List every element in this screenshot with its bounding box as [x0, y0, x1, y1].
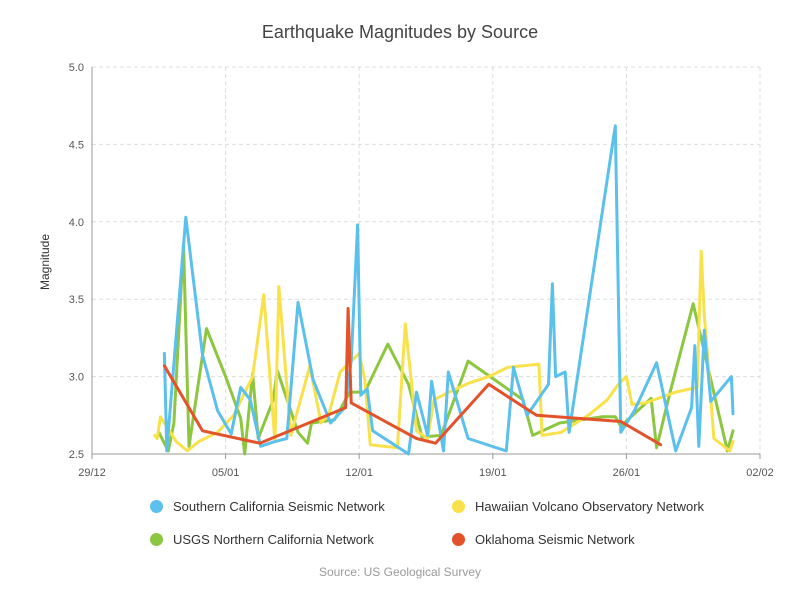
legend-label-hawaiian-volcano: Hawaiian Volcano Observatory Network: [475, 498, 705, 514]
legend-swatch-southern-california: [150, 499, 163, 513]
legend-label-usgs-northern-california: USGS Northern California Network: [173, 531, 374, 547]
y-tick-label: 4.5: [69, 139, 84, 151]
y-tick-label: 3.5: [69, 294, 84, 306]
x-tick-label: 12/01: [345, 467, 373, 479]
chart-title: Earthquake Magnitudes by Source: [262, 22, 538, 42]
legend-item-southern-california[interactable]: Southern California Seismic Network: [150, 494, 452, 518]
series-line-southern-california-seismic-network[interactable]: [162, 124, 735, 456]
x-tick-label: 26/01: [613, 467, 641, 479]
y-tick-label: 4.0: [69, 217, 84, 229]
y-axis-label: Magnitude: [38, 234, 52, 290]
x-tick-label: 19/01: [479, 467, 507, 479]
x-tick-label: 02/02: [746, 467, 774, 479]
legend-item-usgs-northern-california[interactable]: USGS Northern California Network: [150, 527, 452, 551]
chart-legend: Southern California Seismic Network Hawa…: [150, 494, 710, 551]
x-tick-label: 29/12: [78, 467, 106, 479]
legend-item-oklahoma[interactable]: Oklahoma Seismic Network: [452, 527, 710, 551]
source-credit: Source: US Geological Survey: [318, 565, 482, 579]
axis-layer: 2.5 3.0 3.5 4.0 4.5 5.0 29/12 05/01 12/01 19/01 26…: [69, 62, 774, 479]
legend-swatch-usgs-northern-california: [150, 532, 163, 546]
legend-label-southern-california: Southern California Seismic Network: [173, 498, 385, 514]
y-tick-label: 3.0: [69, 372, 84, 384]
x-tick-label: 05/01: [212, 467, 240, 479]
y-tick-label: 5.0: [69, 62, 84, 74]
series-layer: [153, 124, 735, 456]
legend-item-hawaiian-volcano[interactable]: Hawaiian Volcano Observatory Network: [452, 494, 710, 518]
y-tick-label: 2.5: [69, 449, 84, 461]
legend-label-oklahoma: Oklahoma Seismic Network: [475, 531, 635, 547]
series-line-oklahoma-seismic-network[interactable]: [162, 307, 663, 447]
legend-swatch-oklahoma: [452, 532, 465, 546]
legend-swatch-hawaiian-volcano: [452, 499, 465, 513]
